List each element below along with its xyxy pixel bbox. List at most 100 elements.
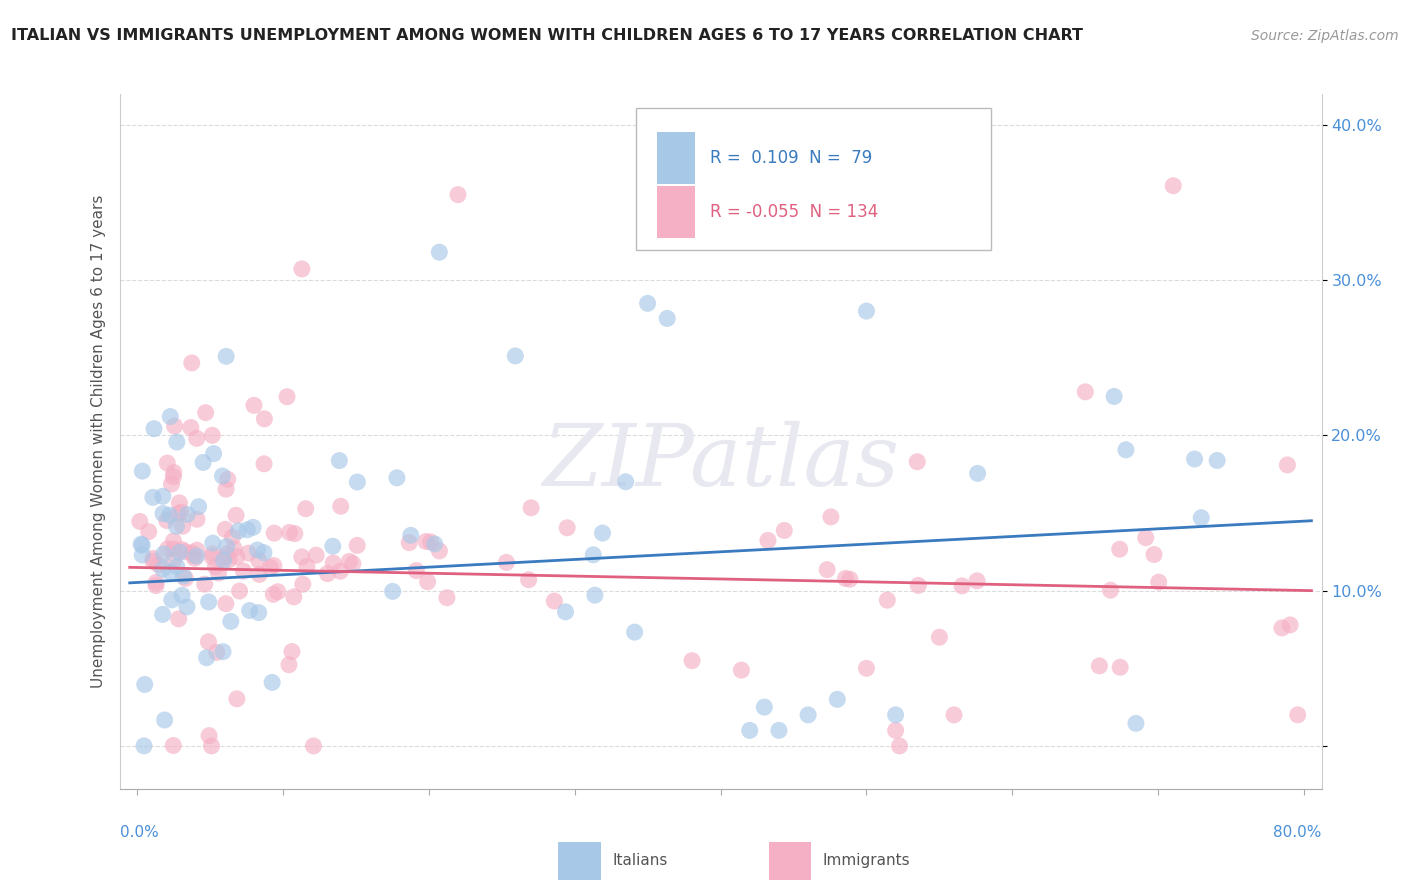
- Point: [145, 575, 167, 590]
- Text: ITALIAN VS IMMIGRANTS UNEMPLOYMENT AMONG WOMEN WITH CHILDREN AGES 6 TO 17 YEARS : ITALIAN VS IMMIGRANTS UNEMPLOYMENT AMONG…: [11, 29, 1083, 43]
- Point: [132, 739, 155, 753]
- Point: [1277, 458, 1299, 472]
- Point: [1125, 716, 1147, 731]
- Point: [162, 533, 184, 548]
- Point: [681, 654, 703, 668]
- Point: [174, 544, 197, 558]
- Point: [167, 612, 190, 626]
- Point: [236, 523, 259, 537]
- Point: [228, 524, 250, 538]
- Point: [337, 554, 360, 568]
- Point: [855, 661, 877, 675]
- Point: [291, 549, 314, 564]
- Point: [201, 536, 224, 550]
- Point: [657, 311, 679, 326]
- Point: [907, 578, 929, 592]
- Point: [405, 564, 427, 578]
- Point: [1286, 707, 1309, 722]
- Point: [520, 500, 543, 515]
- Point: [943, 707, 966, 722]
- Point: [243, 398, 266, 412]
- Point: [169, 545, 191, 559]
- Point: [905, 455, 928, 469]
- Point: [253, 546, 276, 560]
- Point: [1189, 510, 1212, 524]
- Point: [262, 587, 284, 601]
- Point: [291, 261, 314, 276]
- Point: [637, 296, 659, 310]
- Point: [447, 187, 470, 202]
- Point: [163, 541, 186, 556]
- Point: [827, 692, 849, 706]
- Point: [1279, 618, 1302, 632]
- Text: Italians: Italians: [613, 854, 668, 868]
- Point: [142, 554, 165, 568]
- Text: Source: ZipAtlas.com: Source: ZipAtlas.com: [1251, 29, 1399, 43]
- Point: [322, 556, 344, 570]
- Point: [284, 526, 307, 541]
- Text: ZIPatlas: ZIPatlas: [541, 421, 900, 504]
- Point: [207, 566, 229, 580]
- Point: [278, 525, 301, 540]
- Point: [186, 543, 208, 558]
- Point: [215, 349, 238, 363]
- Point: [1206, 453, 1229, 467]
- Bar: [657, 132, 696, 185]
- Point: [142, 491, 165, 505]
- Point: [225, 549, 247, 564]
- Point: [232, 564, 254, 578]
- Point: [1108, 542, 1130, 557]
- Point: [159, 565, 181, 579]
- Point: [346, 538, 368, 552]
- Point: [159, 409, 181, 424]
- Point: [302, 739, 325, 753]
- Point: [592, 526, 614, 541]
- Text: R =  0.109  N =  79: R = 0.109 N = 79: [710, 149, 872, 168]
- Point: [194, 577, 217, 591]
- Point: [166, 435, 188, 450]
- Point: [889, 739, 911, 753]
- Point: [398, 535, 420, 549]
- Point: [167, 507, 190, 521]
- Point: [195, 650, 218, 665]
- Point: [194, 406, 217, 420]
- Text: 0.0%: 0.0%: [120, 825, 159, 839]
- Point: [186, 512, 208, 526]
- Point: [281, 644, 304, 658]
- Point: [815, 563, 838, 577]
- Point: [1088, 659, 1111, 673]
- Point: [225, 508, 247, 523]
- Point: [156, 513, 179, 527]
- Point: [200, 739, 222, 753]
- Point: [322, 539, 344, 553]
- Point: [197, 634, 219, 648]
- Point: [247, 606, 270, 620]
- Point: [419, 535, 441, 549]
- Point: [278, 657, 301, 672]
- Text: 80.0%: 80.0%: [1274, 825, 1322, 839]
- Point: [184, 551, 207, 566]
- Point: [162, 470, 184, 484]
- Point: [131, 464, 153, 478]
- Point: [263, 526, 285, 541]
- Point: [834, 571, 856, 585]
- Point: [181, 546, 204, 560]
- Point: [162, 739, 184, 753]
- Point: [436, 591, 458, 605]
- Bar: [657, 186, 696, 238]
- Bar: [769, 842, 811, 880]
- Point: [838, 572, 860, 586]
- Point: [187, 500, 209, 514]
- Point: [191, 455, 214, 469]
- Point: [1115, 442, 1137, 457]
- Point: [614, 475, 637, 489]
- Y-axis label: Unemployment Among Women with Children Ages 6 to 17 years: Unemployment Among Women with Children A…: [90, 194, 105, 689]
- Point: [399, 528, 422, 542]
- Point: [238, 546, 260, 560]
- Point: [153, 713, 176, 727]
- Point: [884, 723, 907, 738]
- Point: [214, 522, 236, 536]
- FancyBboxPatch shape: [637, 108, 991, 250]
- Point: [165, 519, 187, 533]
- Point: [197, 595, 219, 609]
